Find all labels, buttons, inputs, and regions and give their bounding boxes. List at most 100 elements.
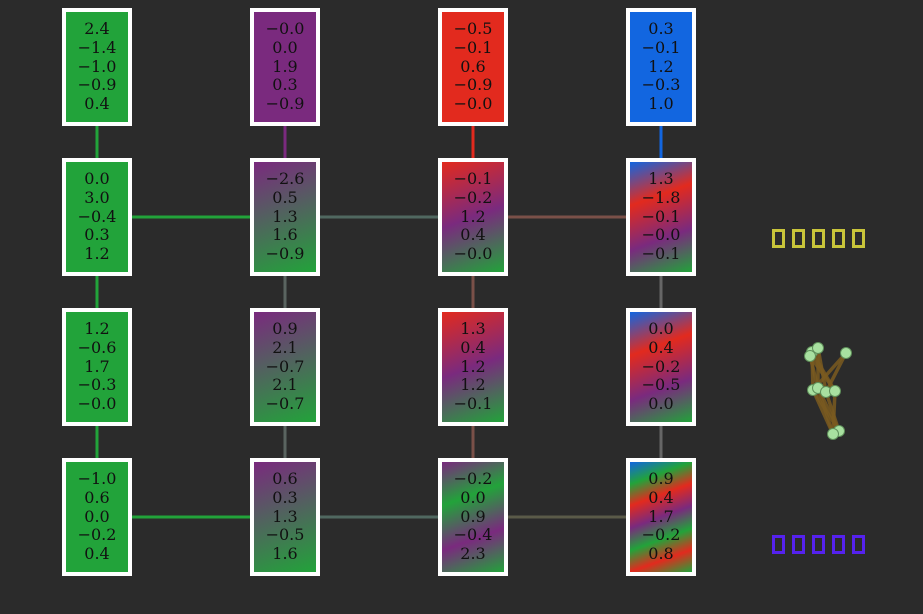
cell-value: 0.0 — [648, 394, 674, 414]
graph-edge — [811, 389, 835, 435]
outline-box — [852, 229, 865, 248]
cell-value: 1.0 — [648, 94, 674, 114]
cell-value: −0.5 — [641, 375, 681, 395]
cell-value: 1.7 — [648, 506, 674, 526]
cell-value: 0.3 — [272, 75, 298, 95]
outline-box — [832, 229, 845, 248]
outline-box — [812, 229, 825, 248]
outline-box — [852, 535, 865, 554]
cell-value: −0.9 — [77, 75, 117, 95]
cell-value: −0.5 — [265, 525, 305, 545]
matrix-cell: 0.9 2.1 −0.7 2.1 −0.7 — [250, 308, 320, 426]
cell-value: 0.4 — [460, 337, 486, 357]
graph-node — [804, 350, 816, 362]
cell-value: 0.0 — [272, 37, 298, 57]
cell-value: 0.9 — [460, 506, 486, 526]
cell-value: −0.0 — [453, 244, 493, 264]
cell-value: −0.1 — [453, 37, 493, 57]
cell-value: 0.9 — [272, 319, 298, 338]
outline-box — [832, 535, 845, 554]
cell-value: −0.0 — [453, 94, 493, 114]
cell-value: −0.4 — [77, 206, 117, 226]
cell-value: −0.1 — [453, 394, 493, 414]
matrix-cell: 1.3 −1.8 −0.1 −0.0 −0.1 — [626, 158, 696, 276]
cell-value: −0.6 — [77, 337, 117, 357]
cell-value: −0.2 — [641, 356, 681, 376]
cell-value: 1.6 — [272, 225, 298, 245]
cell-value: 0.4 — [84, 544, 110, 564]
cell-value: −0.2 — [77, 525, 117, 545]
cell-value: −1.8 — [641, 187, 681, 207]
outline-box — [792, 229, 805, 248]
cell-value: −0.3 — [77, 375, 117, 395]
cell-value: −0.7 — [265, 394, 305, 414]
cell-value: −0.9 — [453, 75, 493, 95]
cell-value: 1.2 — [460, 375, 486, 395]
cell-value: −0.1 — [453, 169, 493, 188]
matrix-cell: −0.2 0.0 0.9 −0.4 2.3 — [438, 458, 508, 576]
cell-value: 0.3 — [272, 487, 298, 507]
matrix-cell: 0.0 0.4 −0.2 −0.5 0.0 — [626, 308, 696, 426]
graph-node — [829, 385, 841, 397]
cell-value: −0.2 — [453, 469, 493, 488]
cell-value: 1.3 — [460, 319, 486, 338]
cell-value: 1.9 — [272, 56, 298, 76]
cell-value: 0.4 — [84, 94, 110, 114]
outline-box — [772, 229, 785, 248]
cell-value: 0.6 — [460, 56, 486, 76]
cell-value: −0.5 — [453, 19, 493, 38]
cell-value: 0.0 — [84, 506, 110, 526]
cell-value: 0.4 — [648, 487, 674, 507]
cell-value: 0.4 — [648, 337, 674, 357]
cell-value: −0.4 — [453, 525, 493, 545]
cell-value: −0.9 — [265, 94, 305, 114]
cell-value: −0.0 — [265, 19, 305, 38]
box-group — [772, 229, 865, 248]
cell-value: −2.6 — [265, 169, 305, 188]
matrix-cell: −0.5 −0.1 0.6 −0.9 −0.0 — [438, 8, 508, 126]
cell-value: −0.1 — [641, 244, 681, 264]
cell-value: 1.2 — [84, 244, 110, 264]
graph-edge — [810, 351, 837, 392]
graph-node — [812, 342, 824, 354]
cell-value: 0.5 — [272, 187, 298, 207]
cell-value: 0.4 — [460, 225, 486, 245]
cell-value: −0.9 — [265, 244, 305, 264]
cell-value: −0.1 — [641, 206, 681, 226]
matrix-cell: −2.6 0.5 1.3 1.6 −0.9 — [250, 158, 320, 276]
cell-value: 3.0 — [84, 187, 110, 207]
matrix-cell: −1.0 0.6 0.0 −0.2 0.4 — [62, 458, 132, 576]
cell-value: 0.6 — [84, 487, 110, 507]
cell-value: 0.3 — [84, 225, 110, 245]
cell-value: −1.4 — [77, 37, 117, 57]
cell-value: 0.3 — [648, 19, 674, 38]
cell-value: 2.3 — [460, 544, 486, 564]
matrix-cell: 0.6 0.3 1.3 −0.5 1.6 — [250, 458, 320, 576]
cell-value: 1.3 — [648, 169, 674, 188]
cell-value: 2.1 — [272, 337, 298, 357]
cell-value: 0.0 — [84, 169, 110, 188]
cell-value: −0.1 — [641, 37, 681, 57]
cell-value: −0.2 — [453, 187, 493, 207]
cell-value: 1.2 — [460, 356, 486, 376]
cell-value: 0.9 — [648, 469, 674, 488]
cell-value: 2.4 — [84, 19, 110, 38]
cell-value: 0.0 — [460, 487, 486, 507]
matrix-cell: −0.0 0.0 1.9 0.3 −0.9 — [250, 8, 320, 126]
cell-value: −0.3 — [641, 75, 681, 95]
cell-value: 0.0 — [648, 319, 674, 338]
outline-box — [792, 535, 805, 554]
box-group — [772, 535, 865, 554]
graph-node — [840, 347, 852, 359]
cell-value: 2.1 — [272, 375, 298, 395]
graph-node — [827, 428, 839, 440]
matrix-cell: 0.0 3.0 −0.4 0.3 1.2 — [62, 158, 132, 276]
matrix-cell: 0.9 0.4 1.7 −0.2 0.8 — [626, 458, 696, 576]
cell-value: 1.6 — [272, 544, 298, 564]
graph-edge — [831, 390, 837, 435]
cell-value: −0.7 — [265, 356, 305, 376]
matrix-cell: 0.3 −0.1 1.2 −0.3 1.0 — [626, 8, 696, 126]
cell-value: 1.3 — [272, 506, 298, 526]
